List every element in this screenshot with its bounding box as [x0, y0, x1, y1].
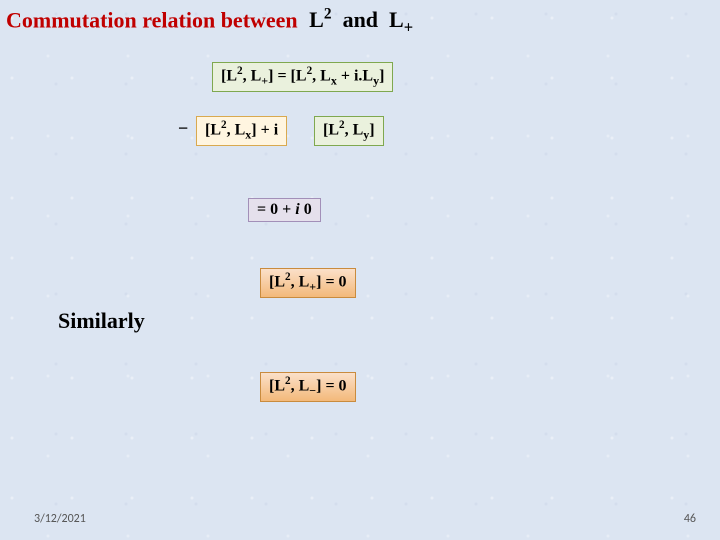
equation-3: = 0 + i 0	[248, 198, 321, 222]
slide-title: Commutation relation between L2 and L+	[6, 6, 413, 38]
equation-1: [L2, L+] = [L2, Lx + i.Ly]	[212, 62, 393, 92]
equation-5: [L2, L−] = 0	[260, 372, 356, 402]
similarly-label: Similarly	[58, 308, 145, 334]
footer-date: 3/12/2021	[34, 512, 86, 526]
equation-2b: [L2, Ly]	[314, 116, 384, 146]
leading-minus: −	[178, 118, 188, 139]
equation-2a: [L2, Lx] + i	[196, 116, 287, 146]
title-main: Commutation relation between	[6, 7, 298, 32]
title-operators: L2 and L+	[309, 7, 413, 32]
footer-page-number: 46	[684, 512, 696, 526]
equation-4: [L2, L+] = 0	[260, 268, 356, 298]
